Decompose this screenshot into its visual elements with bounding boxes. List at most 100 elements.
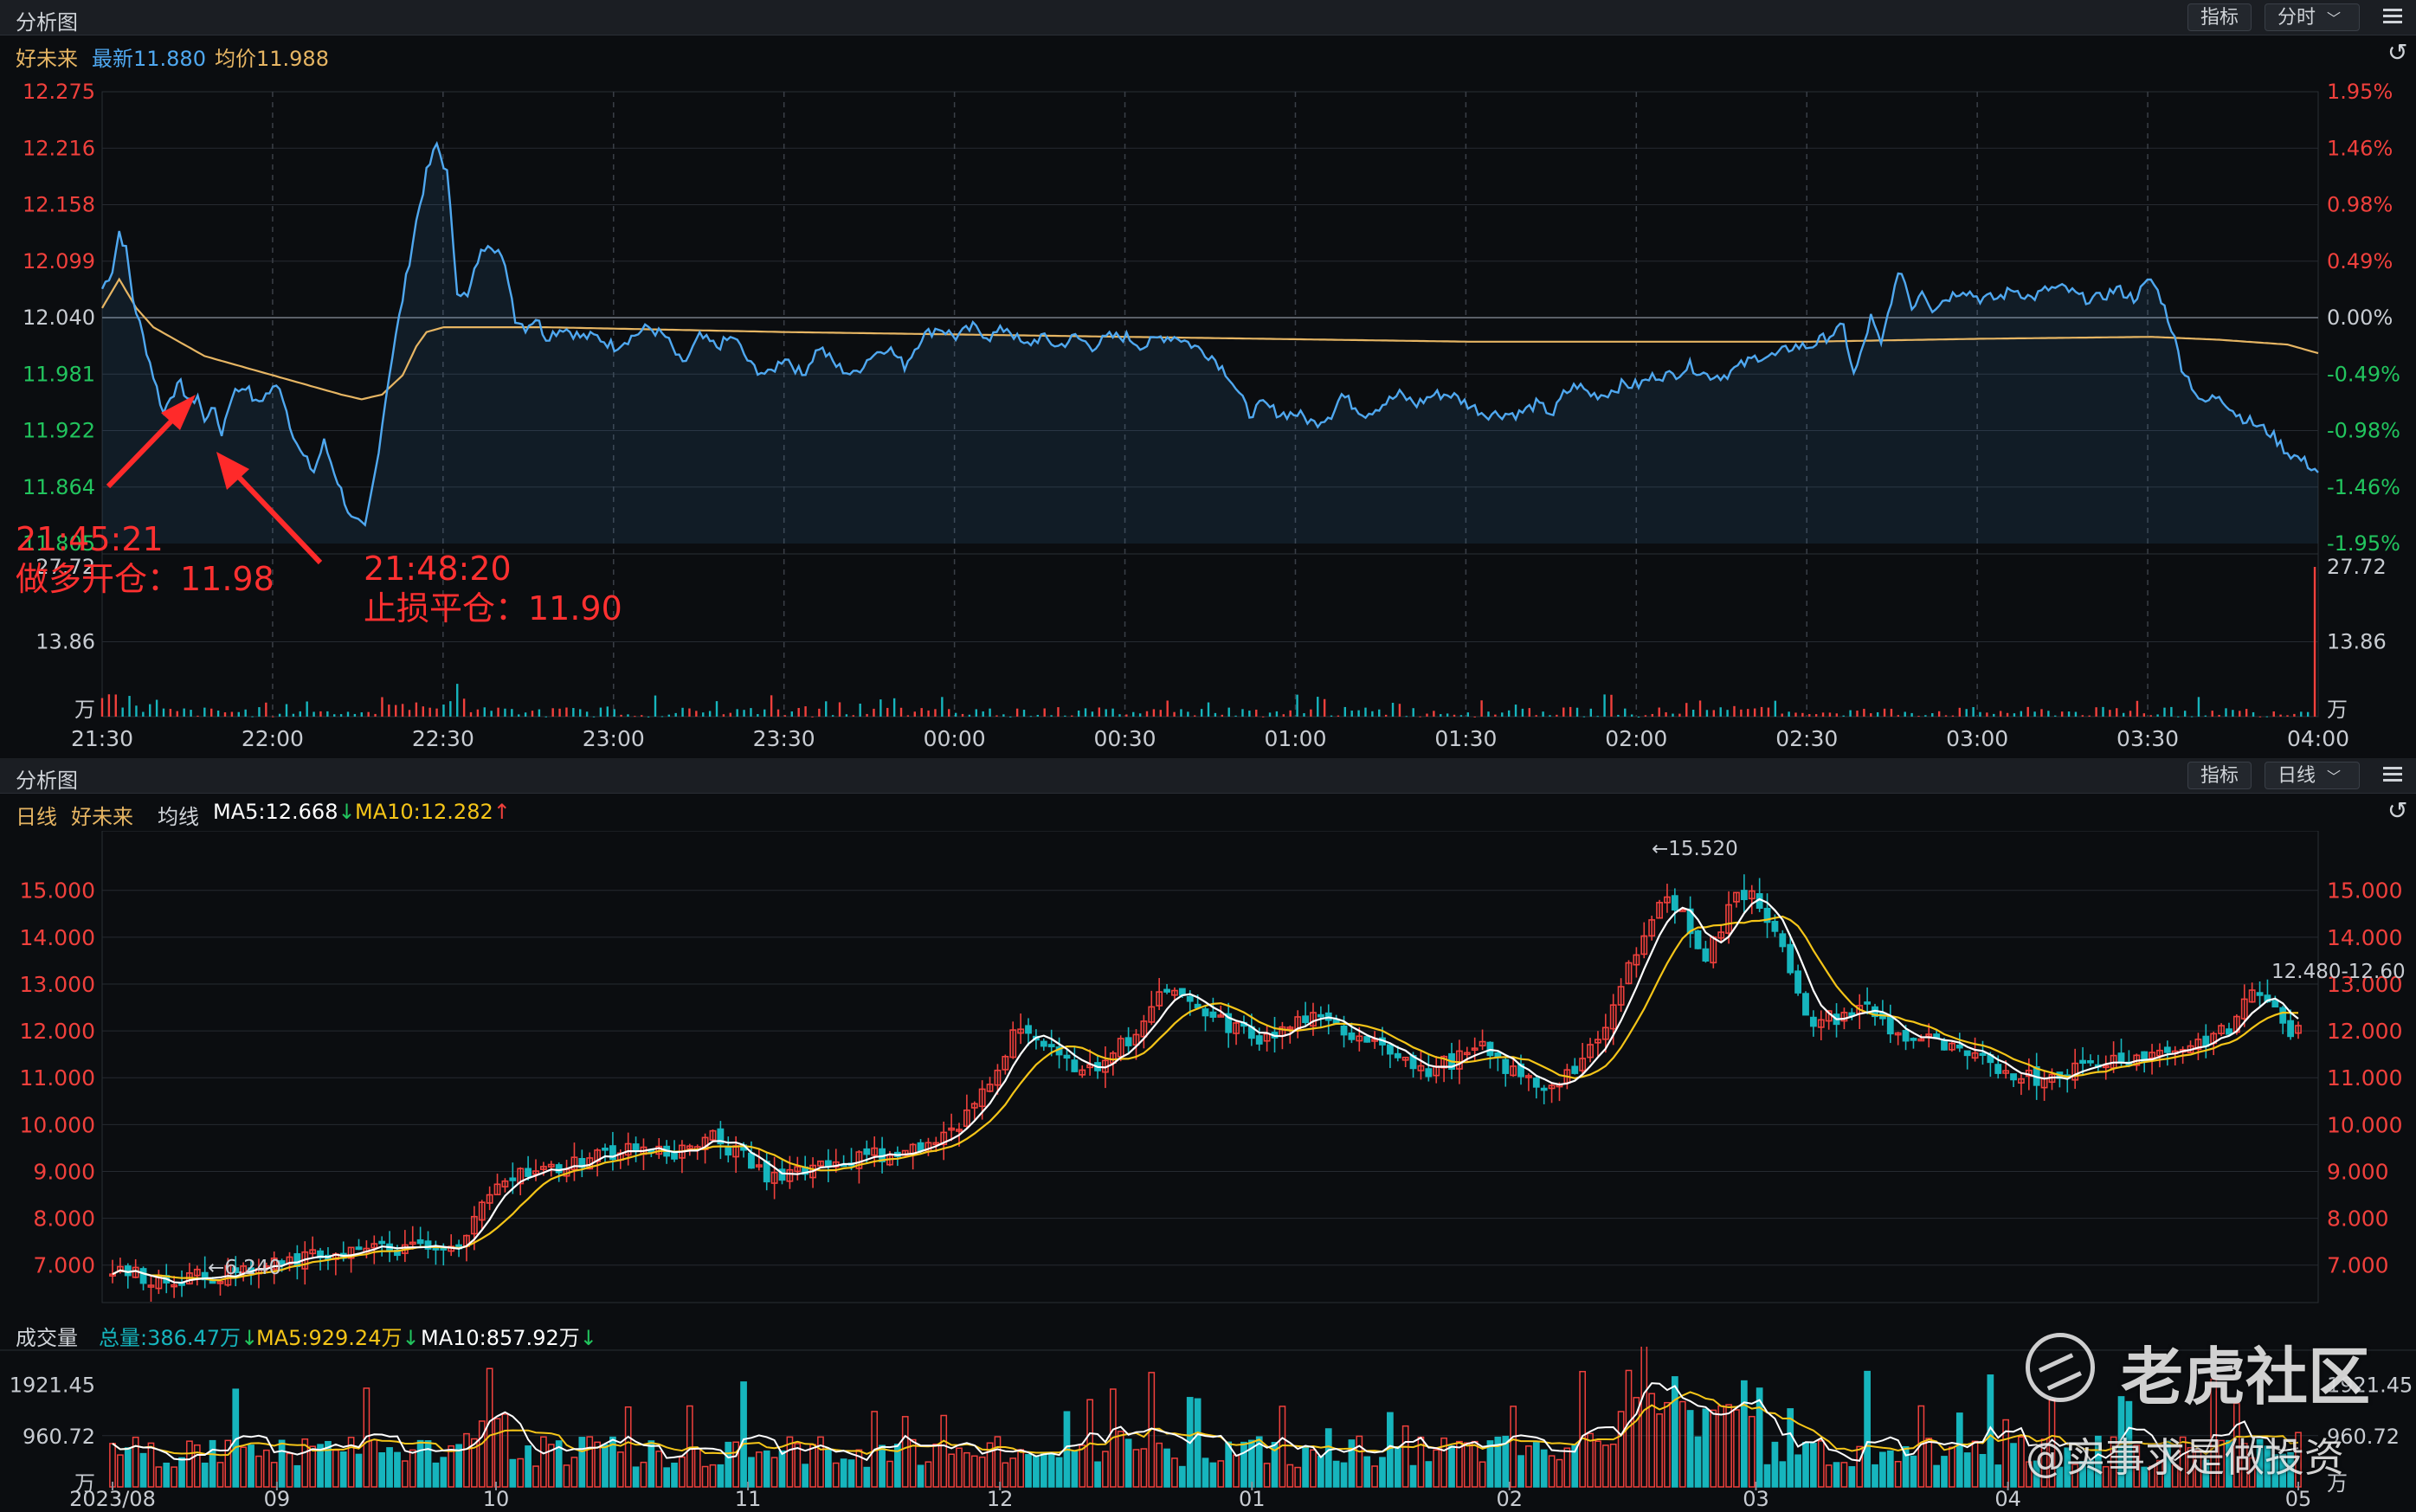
intraday-volume-bar (736, 709, 738, 717)
daily-volume-bar (994, 1436, 1002, 1488)
daily-volume-bar (1163, 1448, 1170, 1488)
intraday-volume-bar (804, 706, 807, 717)
intraday-volume-bar (750, 708, 752, 717)
intraday-volume-bar (688, 708, 691, 717)
intraday-xtick: 21:30 (71, 726, 133, 751)
candle-body (2248, 989, 2256, 1003)
intraday-volume-bar (1760, 706, 1763, 717)
intraday-indicator-button[interactable]: 指标 (2187, 3, 2252, 31)
daily-period-dropdown[interactable]: 日线 ﹀ (2265, 762, 2360, 789)
daily-volume-bar (578, 1437, 586, 1488)
intraday-volume-bar (1665, 711, 1667, 717)
intraday-volume-bar (1835, 713, 1839, 717)
intraday-volume-bar (1180, 709, 1182, 717)
daily-volume-bar (432, 1462, 440, 1488)
daily-volume-bar (693, 1448, 701, 1488)
daily-volume-bar (270, 1462, 278, 1488)
intraday-volume-bar (1747, 709, 1749, 717)
intraday-volume-bar (702, 712, 705, 717)
daily-volume-bar (332, 1449, 339, 1488)
candle-body (794, 1166, 802, 1173)
intraday-volume-bar (1726, 710, 1729, 717)
intraday-volume-bar (1856, 711, 1859, 717)
daily-volume-bar (663, 1467, 671, 1488)
candle-body (1617, 986, 1625, 1006)
intraday-volume-bar (381, 697, 383, 717)
volume-ma10: MA10:857.92万↓ (421, 1326, 597, 1350)
menu-icon[interactable] (2383, 9, 2402, 24)
daily-indicator-button[interactable]: 指标 (2187, 762, 2252, 789)
daily-volume-bar (2156, 1459, 2163, 1488)
intraday-volume-bar (1214, 712, 1217, 717)
daily-volume-bar (262, 1449, 270, 1488)
daily-volume-bar (2256, 1438, 2264, 1488)
candle-body (1840, 1012, 1848, 1022)
daily-volume-bar (317, 1444, 324, 1488)
undo-icon[interactable]: ↺ (2387, 796, 2408, 825)
candle-body (1548, 1084, 1556, 1090)
daily-frame (101, 831, 2319, 1303)
intraday-volume-bar (1651, 713, 1654, 717)
daily-volume-bar (1033, 1455, 1040, 1488)
candle-body (171, 1284, 178, 1288)
intraday-volume-bar (2102, 706, 2104, 717)
daily-volume-bar (748, 1457, 755, 1488)
daily-ytick-left: 7.000 (33, 1253, 95, 1278)
intraday-volume-bar (1337, 715, 1340, 717)
candle-body (1963, 1050, 1971, 1057)
intraday-volume-bar (442, 705, 445, 717)
intraday-volume-bar (2081, 715, 2084, 717)
daily-volume-bar (1002, 1462, 1009, 1488)
intraday-volume-bar (258, 707, 261, 717)
daily-volume-bar (224, 1439, 232, 1488)
intraday-volume-bar (1234, 715, 1237, 717)
daily-volume-bar (824, 1449, 832, 1488)
intraday-vol-tick-left: 13.86 (35, 630, 95, 654)
daily-volume-bar (2233, 1402, 2240, 1488)
intraday-volume-bar (1801, 712, 1804, 717)
menu-icon[interactable] (2383, 767, 2402, 782)
candle-body (1686, 908, 1694, 935)
candle-body (609, 1145, 616, 1161)
candle-body (1255, 1035, 1263, 1045)
intraday-volume-bar (1138, 713, 1142, 717)
daily-volume-bar (2279, 1453, 2287, 1488)
daily-volume-bar (1255, 1436, 1263, 1488)
intraday-period-dropdown[interactable]: 分时 ﹀ (2265, 3, 2360, 31)
candle-body (1017, 1028, 1025, 1034)
buy-text: 做多开仓：11.98 (16, 560, 274, 598)
candle-body (2087, 1059, 2094, 1064)
intraday-volume-bar (934, 709, 937, 717)
intraday-volume-bar (1118, 714, 1121, 717)
daily-volume-bar (394, 1451, 401, 1488)
daily-volume-bar (1902, 1445, 1910, 1488)
intraday-volume-bar (2095, 707, 2097, 717)
candle-body (470, 1215, 478, 1235)
daily-volume-bar (1079, 1444, 1086, 1488)
intraday-volume-bar (1870, 713, 1872, 717)
daily-volume-bar (355, 1453, 363, 1488)
intraday-volume-bar (1029, 716, 1033, 717)
intraday-price-line (100, 140, 2319, 527)
daily-volume-bar (378, 1452, 386, 1488)
daily-volume-bar (1587, 1432, 1594, 1488)
intraday-volume-bar (1241, 709, 1244, 717)
daily-xtick: 10 (483, 1487, 510, 1511)
daily-volume-bar (1779, 1461, 1787, 1488)
candle-body (1233, 1022, 1240, 1034)
candle-body (1771, 921, 1779, 932)
daily-volume-bar (1856, 1445, 1864, 1488)
intraday-volume-bar (2142, 713, 2146, 717)
daily-volume-bar (1595, 1440, 1601, 1488)
daily-volume-bar (2264, 1445, 2271, 1488)
intraday-volume-bar (1589, 708, 1593, 717)
candle-body (1148, 1006, 1156, 1023)
daily-volume-bar (963, 1451, 970, 1488)
intraday-volume-bar (1132, 711, 1135, 717)
ma10-value: MA10:12.282↑ (355, 800, 511, 824)
daily-volume-bar (1055, 1457, 1063, 1488)
intraday-volume-bar (2272, 711, 2275, 717)
intraday-volume-bar (1494, 714, 1497, 717)
undo-icon[interactable]: ↺ (2387, 38, 2408, 67)
intraday-volume-bar (1398, 704, 1401, 717)
